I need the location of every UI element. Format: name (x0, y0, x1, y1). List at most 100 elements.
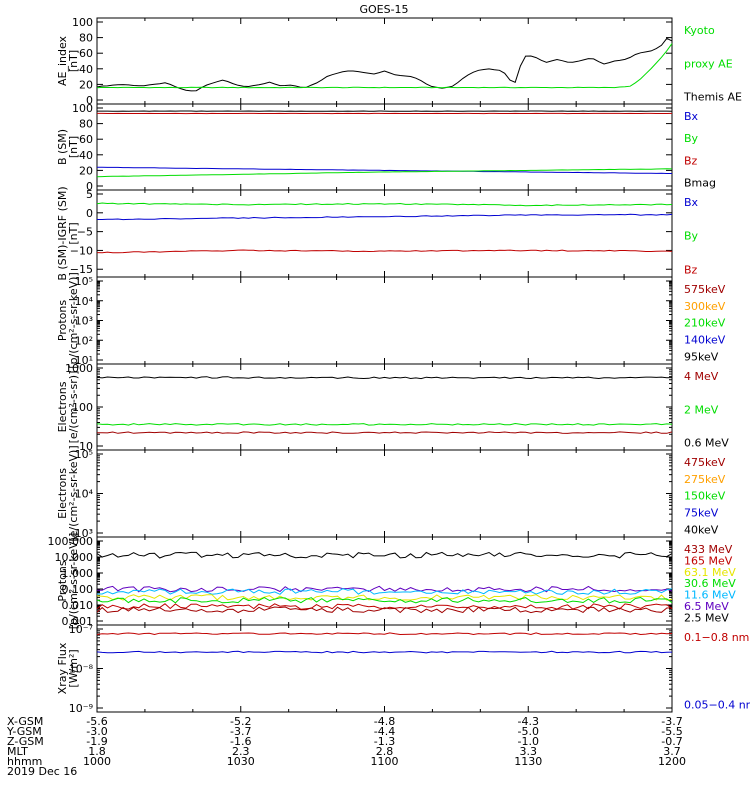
info-row-value: -3.7 (230, 725, 251, 738)
legend-bmag: Bmag (684, 177, 716, 190)
y-tick-label: 10² (75, 334, 93, 347)
info-row-value: -1.3 (374, 735, 395, 748)
panel-3: 5 0 −5 −10 −15B (SM)-IGRF (SM)[nT] Bx By Bz (56, 186, 699, 280)
legend-63-1-mev: 63.1 MeV (684, 566, 736, 579)
panel-7: 0.0010.0100.1001.00010.000100.000Protons… (48, 533, 737, 630)
y-tick-label: 100 (72, 102, 93, 115)
y-axis-label: AE_index[nT] (56, 35, 80, 86)
orbit-info-rows: X-GSM -5.6 -5.2 -4.8 -4.3 -3.7 Y-GSM -3.0 -3.7 -4… (6, 715, 686, 778)
info-row-value: -4.8 (374, 715, 395, 728)
legend-30-6-mev: 30.6 MeV (684, 577, 736, 590)
y-axis-label-line: B (SM)-IGRF (SM) (56, 186, 69, 280)
series-line-themis-ae (96, 37, 673, 92)
y-tick-label: 0 (86, 180, 93, 193)
info-row-value: 1.8 (88, 745, 106, 758)
y-axis-label-line: Protons (56, 300, 69, 341)
y-tick-label: 40 (79, 63, 93, 76)
info-row-value: 2.8 (376, 745, 394, 758)
series-line-bx (97, 213, 673, 221)
y-tick-label: 10⁴ (75, 295, 94, 308)
info-row-value: -5.2 (230, 715, 251, 728)
legend-kyoto: Kyoto (684, 24, 715, 37)
legend-2-5-mev: 2.5 MeV (684, 611, 729, 624)
series-line-2-5-mev (96, 551, 673, 559)
y-axis-label-line: Xray Flux (56, 642, 69, 694)
series-line-0-05-0-4-nm (96, 650, 673, 654)
panel-4: 10¹10²10³10⁴10⁵Protons[p/(cm²-s-sr-keV)]… (56, 272, 726, 369)
legend-165-mev: 165 MeV (684, 554, 733, 567)
y-tick-label: 10 (79, 440, 93, 453)
legend-6-5-mev: 6.5 MeV (684, 600, 729, 613)
panel-frame (96, 189, 673, 278)
info-row-value: 1030 (227, 755, 255, 768)
series-line-11-6-mev (97, 588, 673, 595)
y-tick-label: 0.100 (62, 583, 94, 596)
y-tick-label: 1000 (65, 362, 93, 375)
y-axis-label: Protons[p/(cm²-s-sr-keV)] (56, 533, 80, 630)
legend-150kev: 150keV (684, 490, 726, 503)
y-axis-label-line: [W/m²] (67, 649, 80, 687)
y-tick-label: −10 (70, 244, 93, 257)
panel-2: 0 20 40 60 80 100 B (SM)[nT] Bx By Bz Bmag (56, 102, 716, 193)
y-tick-label: 10⁵ (75, 448, 93, 461)
y-tick-label: −15 (70, 263, 93, 276)
legend-40kev: 40keV (684, 523, 719, 536)
info-row-label: MLT (7, 745, 28, 758)
y-axis-label-line: [nT] (67, 136, 80, 158)
legend-575kev: 575keV (684, 283, 726, 296)
y-axis-label: B (SM)-IGRF (SM)[nT] (56, 186, 80, 280)
info-row-value: -4.4 (374, 725, 395, 738)
legend-275kev: 275keV (684, 473, 726, 486)
y-tick-label: 10³ (75, 527, 93, 540)
y-tick-label: 5 (86, 188, 93, 201)
legend-433-mev: 433 MeV (684, 543, 733, 556)
y-tick-label: 100 (72, 16, 93, 29)
series-line-by (96, 168, 673, 178)
info-row-label: hhmm (7, 755, 42, 768)
info-row-value: -4.3 (518, 715, 539, 728)
legend-themis-ae: Themis AE (683, 91, 742, 104)
y-axis-label-line: Electrons (56, 381, 69, 432)
panel-frame (96, 103, 673, 191)
y-tick-label: 20 (79, 164, 93, 177)
info-row-value: 1000 (83, 755, 111, 768)
info-row-value: -5.6 (86, 715, 107, 728)
y-tick-label: 0 (86, 94, 93, 107)
legend-2-mev: 2 MeV (684, 403, 719, 416)
y-axis-label-line: B (SM) (56, 129, 69, 165)
info-row-value: 1100 (371, 755, 399, 768)
date-label: 2019 Dec 16 (7, 765, 77, 778)
y-tick-label: 0.010 (62, 599, 94, 612)
info-row-value: -3.0 (86, 725, 107, 738)
y-tick-label: 10³ (75, 315, 93, 328)
series-line-2-mev (96, 422, 673, 426)
y-axis-label-line: [nT] (67, 222, 80, 244)
legend-95kev: 95keV (684, 350, 719, 363)
y-axis-label-line: [p/(cm²-s-sr-keV)] (67, 272, 80, 369)
panel-frame (96, 276, 673, 365)
legend-300kev: 300keV (684, 300, 726, 313)
legend-0-05-0-4-nm: 0.05−0.4 nm (684, 698, 750, 711)
series-line-30-6-mev (96, 596, 673, 604)
y-tick-label: 10¹ (75, 354, 93, 367)
legend-by: By (684, 230, 699, 243)
series-line-433-mev (96, 606, 673, 614)
series-line-6-5-mev (96, 585, 673, 593)
legend-140kev: 140keV (684, 334, 726, 347)
legend-proxy-ae: proxy AE (684, 57, 733, 70)
y-tick-label: 20 (79, 78, 93, 91)
y-tick-label: 60 (79, 133, 93, 146)
info-row-value: -0.7 (661, 735, 682, 748)
info-row-value: -1.0 (518, 735, 539, 748)
y-tick-label: 10⁻⁷ (69, 623, 93, 636)
series-line-165-mev (96, 603, 673, 610)
plot-title: GOES-15 (359, 3, 408, 16)
y-tick-label: 1.000 (62, 567, 94, 580)
y-axis-label: Electrons[e/(cm²-s-sr-keV)] (56, 445, 80, 541)
panel-frame (96, 624, 673, 713)
y-tick-label: 60 (79, 47, 93, 60)
